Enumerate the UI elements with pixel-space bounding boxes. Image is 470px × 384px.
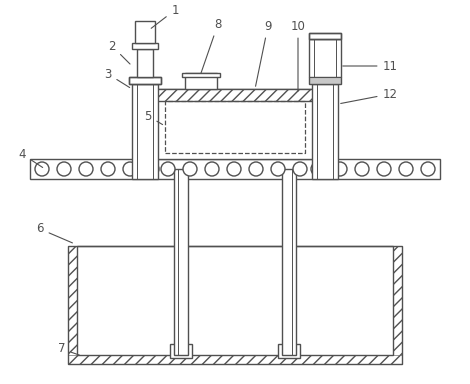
Bar bbox=[132, 43, 158, 49]
Text: 12: 12 bbox=[341, 88, 398, 103]
Text: 11: 11 bbox=[343, 60, 398, 73]
Text: 4: 4 bbox=[18, 147, 43, 167]
Circle shape bbox=[79, 162, 93, 176]
Circle shape bbox=[377, 162, 391, 176]
Bar bbox=[278, 344, 300, 358]
Bar bbox=[309, 39, 341, 77]
Bar bbox=[174, 169, 188, 355]
Circle shape bbox=[249, 162, 263, 176]
Bar bbox=[129, 77, 161, 84]
Circle shape bbox=[293, 162, 307, 176]
Bar bbox=[312, 84, 338, 179]
Circle shape bbox=[57, 162, 71, 176]
Bar bbox=[129, 77, 161, 84]
Bar bbox=[393, 246, 402, 364]
Bar bbox=[155, 89, 315, 101]
Bar bbox=[309, 35, 341, 39]
Circle shape bbox=[101, 162, 115, 176]
Bar bbox=[185, 73, 217, 89]
Bar bbox=[30, 159, 440, 179]
Circle shape bbox=[205, 162, 219, 176]
Bar bbox=[77, 246, 393, 355]
Circle shape bbox=[123, 162, 137, 176]
Text: 9: 9 bbox=[256, 20, 272, 86]
Circle shape bbox=[35, 162, 49, 176]
Text: 7: 7 bbox=[58, 343, 79, 356]
Bar bbox=[309, 77, 341, 84]
Text: 2: 2 bbox=[108, 40, 130, 64]
Circle shape bbox=[145, 162, 159, 176]
Bar bbox=[282, 169, 296, 355]
Bar bbox=[309, 33, 341, 39]
Bar bbox=[165, 101, 305, 153]
Bar bbox=[170, 344, 192, 358]
Circle shape bbox=[399, 162, 413, 176]
Text: 6: 6 bbox=[36, 222, 72, 243]
Circle shape bbox=[333, 162, 347, 176]
Circle shape bbox=[421, 162, 435, 176]
Bar bbox=[137, 49, 153, 77]
Circle shape bbox=[183, 162, 197, 176]
Bar bbox=[155, 89, 315, 159]
Circle shape bbox=[161, 162, 175, 176]
Bar bbox=[182, 73, 220, 77]
Text: 3: 3 bbox=[104, 68, 130, 88]
Bar bbox=[155, 89, 315, 101]
Text: 1: 1 bbox=[151, 3, 179, 28]
Circle shape bbox=[271, 162, 285, 176]
Bar bbox=[135, 21, 155, 43]
Bar bbox=[68, 246, 77, 364]
Bar bbox=[309, 33, 341, 39]
Bar bbox=[68, 246, 402, 364]
Text: 5: 5 bbox=[144, 109, 163, 124]
Circle shape bbox=[227, 162, 241, 176]
Bar bbox=[132, 84, 158, 179]
Circle shape bbox=[355, 162, 369, 176]
Text: 10: 10 bbox=[290, 20, 306, 91]
Bar bbox=[129, 79, 161, 84]
Text: 8: 8 bbox=[201, 18, 222, 73]
Circle shape bbox=[311, 162, 325, 176]
Bar bbox=[309, 79, 341, 84]
Bar bbox=[68, 355, 402, 364]
